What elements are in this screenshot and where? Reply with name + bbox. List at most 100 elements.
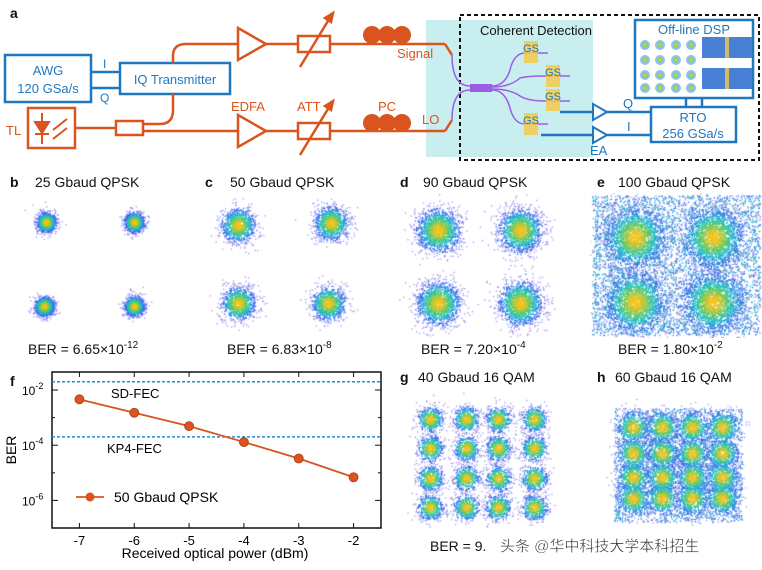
- constellation-40gbaud-16qam: [400, 390, 560, 530]
- dsp-constellation-thumbnail: [640, 40, 696, 93]
- coherent-detection-box: [459, 14, 760, 161]
- y-tick-base: 10: [22, 384, 36, 398]
- attenuator-lo-icon: [296, 98, 335, 156]
- polarization-controller-lo-icon: [363, 114, 411, 132]
- rto-i-label: I: [627, 119, 631, 134]
- ber-value: BER = 6.65×10-12: [28, 340, 139, 357]
- constellation-100gbaud-qpsk: [590, 193, 762, 338]
- data-point: [74, 394, 85, 405]
- offline-dsp-label: Off-line DSP: [658, 22, 730, 37]
- panel-label: g: [400, 369, 409, 385]
- iq-transmitter-label: IQ Transmitter: [134, 72, 217, 87]
- x-tick-label: -3: [293, 533, 305, 548]
- pad-label-2: GS: [545, 67, 561, 79]
- panel-label: c: [205, 174, 213, 190]
- rto-label: RTO: [680, 110, 707, 125]
- panel-title: 60 Gbaud 16 QAM: [615, 369, 732, 385]
- laser-diode-icon: [33, 113, 68, 144]
- ber-mantissa: BER = 7.20×10: [421, 341, 517, 357]
- panel-title: 25 Gbaud QPSK: [35, 174, 140, 190]
- lo-label: LO: [422, 112, 439, 127]
- ber-exponent: -2: [714, 340, 723, 351]
- waveguides: [451, 52, 570, 125]
- y-tick-exp: -2: [35, 381, 43, 391]
- ber-exponent: -4: [517, 340, 526, 351]
- ber-chart: f-7 -6 -5 -4 -3 -210-210-410-6SD-FECKP4-FEC50…: [3, 371, 382, 561]
- fec-threshold-label: KP4-FEC: [107, 441, 162, 456]
- x-tick-label: -6: [128, 533, 140, 548]
- edfa-signal-icon: [236, 25, 269, 63]
- panel-label: d: [400, 174, 409, 190]
- iq-transmitter-box: [118, 61, 232, 96]
- mmi-coupler: [470, 84, 492, 92]
- att-label: ATT: [297, 99, 321, 114]
- panel-title: 90 Gbaud QPSK: [423, 174, 528, 190]
- ea-q-icon: [592, 102, 610, 122]
- ber-mantissa: BER = 1.80×10: [618, 341, 714, 357]
- gs-pads: [524, 41, 560, 135]
- polarization-controller-signal-icon: [363, 26, 411, 44]
- y-tick-base: 10: [22, 494, 36, 508]
- y-tick-exp: -6: [35, 491, 43, 501]
- y-axis-label: BER: [3, 436, 19, 465]
- pad-label-4: GS: [523, 115, 539, 127]
- ber-mantissa: BER = 6.83×10: [227, 341, 323, 357]
- awg-i-label: I: [103, 57, 106, 71]
- y-tick-base: 10: [22, 439, 36, 453]
- coherent-detection-title: Coherent Detection: [480, 23, 592, 38]
- pc-label: PC: [378, 99, 396, 114]
- panel-label: h: [597, 369, 606, 385]
- ea-label: EA: [590, 143, 608, 158]
- rf-lines: [541, 98, 704, 137]
- coupler: [114, 119, 145, 137]
- constellation-25gbaud-qpsk: [10, 195, 190, 335]
- coherent-region: [426, 20, 593, 157]
- series-line: [79, 398, 354, 479]
- x-axis-label: Received optical power (dBm): [122, 545, 309, 561]
- attenuator-signal-icon: [296, 10, 335, 68]
- panel-title: 100 Gbaud QPSK: [618, 174, 731, 190]
- panel-label-a: a: [10, 5, 18, 21]
- tl-label: TL: [6, 123, 21, 138]
- edfa-lo-icon: [236, 112, 269, 150]
- awg-box: [3, 53, 93, 104]
- x-tick-label: -5: [183, 533, 195, 548]
- ber-mantissa: BER = 6.65×10: [28, 341, 124, 357]
- constellation-90gbaud-qpsk: [398, 193, 558, 338]
- x-tick-label: -2: [348, 533, 360, 548]
- ber-mantissa: BER = 9.: [430, 538, 486, 554]
- ber-value: BER = 6.83×10-8: [227, 340, 332, 357]
- ea-i-icon: [592, 125, 610, 145]
- ber-value: BER = 1.80×10-2: [618, 340, 723, 357]
- y-tick-label: 10-2: [22, 381, 43, 398]
- data-point: [129, 407, 140, 418]
- rto-q-label: Q: [623, 96, 633, 111]
- x-tick-label: -4: [238, 533, 250, 548]
- signal-label: Signal: [397, 46, 433, 61]
- pad-label-1: GS: [523, 43, 539, 55]
- ber-exponent: -8: [323, 340, 332, 351]
- data-point: [184, 421, 194, 432]
- data-point: [348, 472, 359, 483]
- ber-value: BER = 9.: [430, 538, 486, 554]
- awg-q-label: Q: [100, 91, 109, 105]
- panel-label-f: f: [10, 373, 15, 389]
- legend-marker: [85, 492, 95, 502]
- panel-title: 50 Gbaud QPSK: [230, 174, 335, 190]
- constellation-50gbaud-qpsk: [205, 195, 385, 335]
- fec-threshold-label: SD-FEC: [111, 386, 159, 401]
- awg-label: AWG: [33, 63, 64, 78]
- fiber-paths: [75, 42, 454, 133]
- ber-value: BER = 7.20×10-4: [421, 340, 526, 357]
- rto-box: [649, 105, 738, 144]
- legend-label: 50 Gbaud QPSK: [114, 489, 219, 505]
- y-tick-exp: -4: [35, 436, 43, 446]
- rto-rate: 256 GSa/s: [662, 126, 724, 141]
- tunable-laser-box: [26, 106, 77, 150]
- data-point: [239, 437, 249, 447]
- data-point: [293, 453, 304, 464]
- panel-label: e: [597, 174, 605, 190]
- watermark: 头条 @华中科技大学本科招生: [500, 538, 699, 555]
